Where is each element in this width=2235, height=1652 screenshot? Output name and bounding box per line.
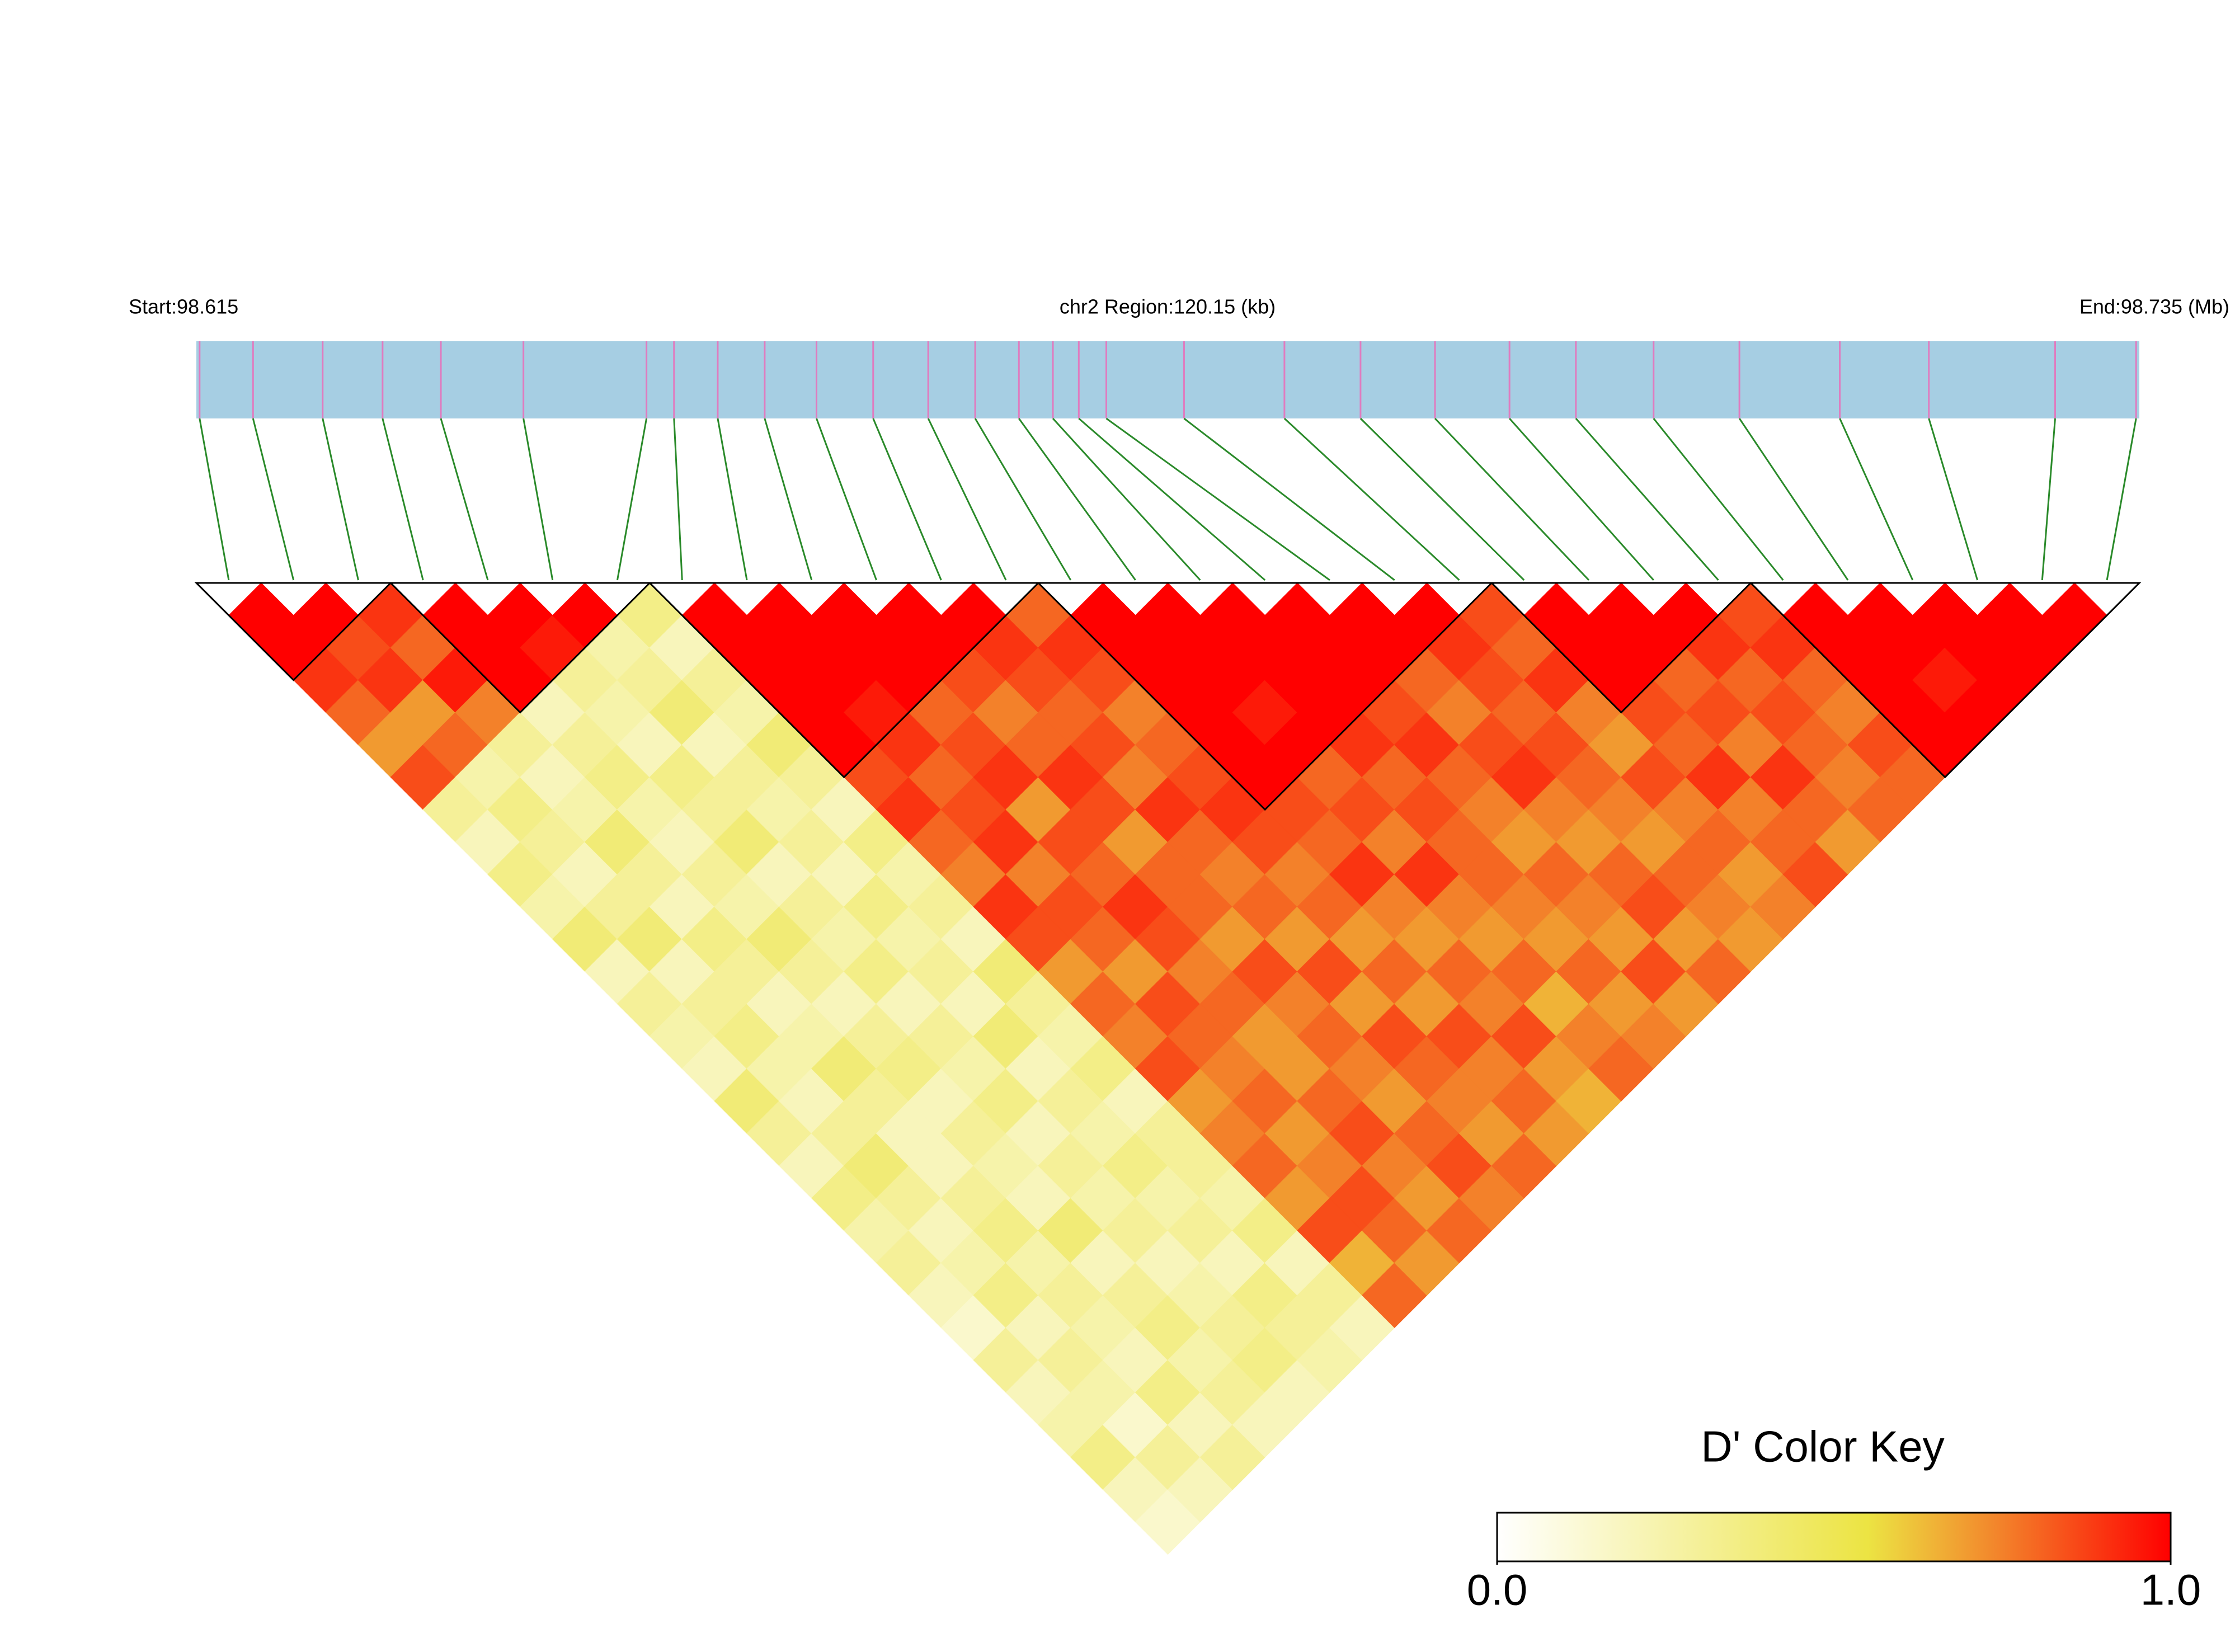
snp-connector (1078, 417, 1266, 581)
snp-connector (1359, 417, 1525, 581)
snp-connector (1738, 418, 1849, 581)
snp-connector (1018, 418, 1136, 581)
color-key (1496, 1512, 2172, 1562)
snp-connector (927, 418, 1007, 581)
snp-connector (1928, 418, 1979, 581)
snp-connector (1052, 417, 1201, 581)
snp-connector (1509, 418, 1654, 581)
snp-connector (974, 418, 1072, 581)
snp-connector (1105, 417, 1330, 581)
snp-connector (2041, 418, 2056, 581)
ld-block (388, 582, 652, 714)
ld-block (194, 582, 393, 681)
snp-connector (764, 418, 813, 581)
snp-connector (322, 418, 359, 581)
snp-connector (252, 418, 295, 581)
snp-connector (717, 418, 748, 581)
snp-connector (1183, 417, 1395, 581)
ld-block (647, 582, 1041, 779)
snp-connector (617, 418, 648, 581)
ld-block (1036, 582, 1494, 811)
snp-connector (872, 418, 942, 581)
ld-block (1748, 582, 2142, 779)
snp-connector (1434, 417, 1590, 581)
snp-connector (382, 418, 424, 581)
snp-connector (1653, 418, 1784, 581)
snp-connector (1575, 418, 1719, 581)
snp-connector (673, 418, 683, 581)
snp-connector (199, 418, 230, 581)
snp-connector (816, 418, 877, 581)
end-label: End:98.735 (Mb) (2079, 295, 2229, 318)
snp-connector (440, 418, 489, 581)
snp-connector (1283, 417, 1460, 581)
snp-connector (523, 418, 554, 581)
region-label: chr2 Region:120.15 (kb) (1060, 295, 1276, 318)
key-tick-label: 0.0 (1467, 1565, 1527, 1615)
start-label: Start:98.615 (129, 295, 238, 318)
snp-connector (1839, 418, 1914, 581)
ld-block (1489, 582, 1753, 714)
key-tick-label: 1.0 (2140, 1565, 2201, 1615)
key-title: D' Color Key (1701, 1422, 1944, 1471)
snp-track (196, 341, 2139, 418)
snp-connector (2106, 418, 2137, 581)
